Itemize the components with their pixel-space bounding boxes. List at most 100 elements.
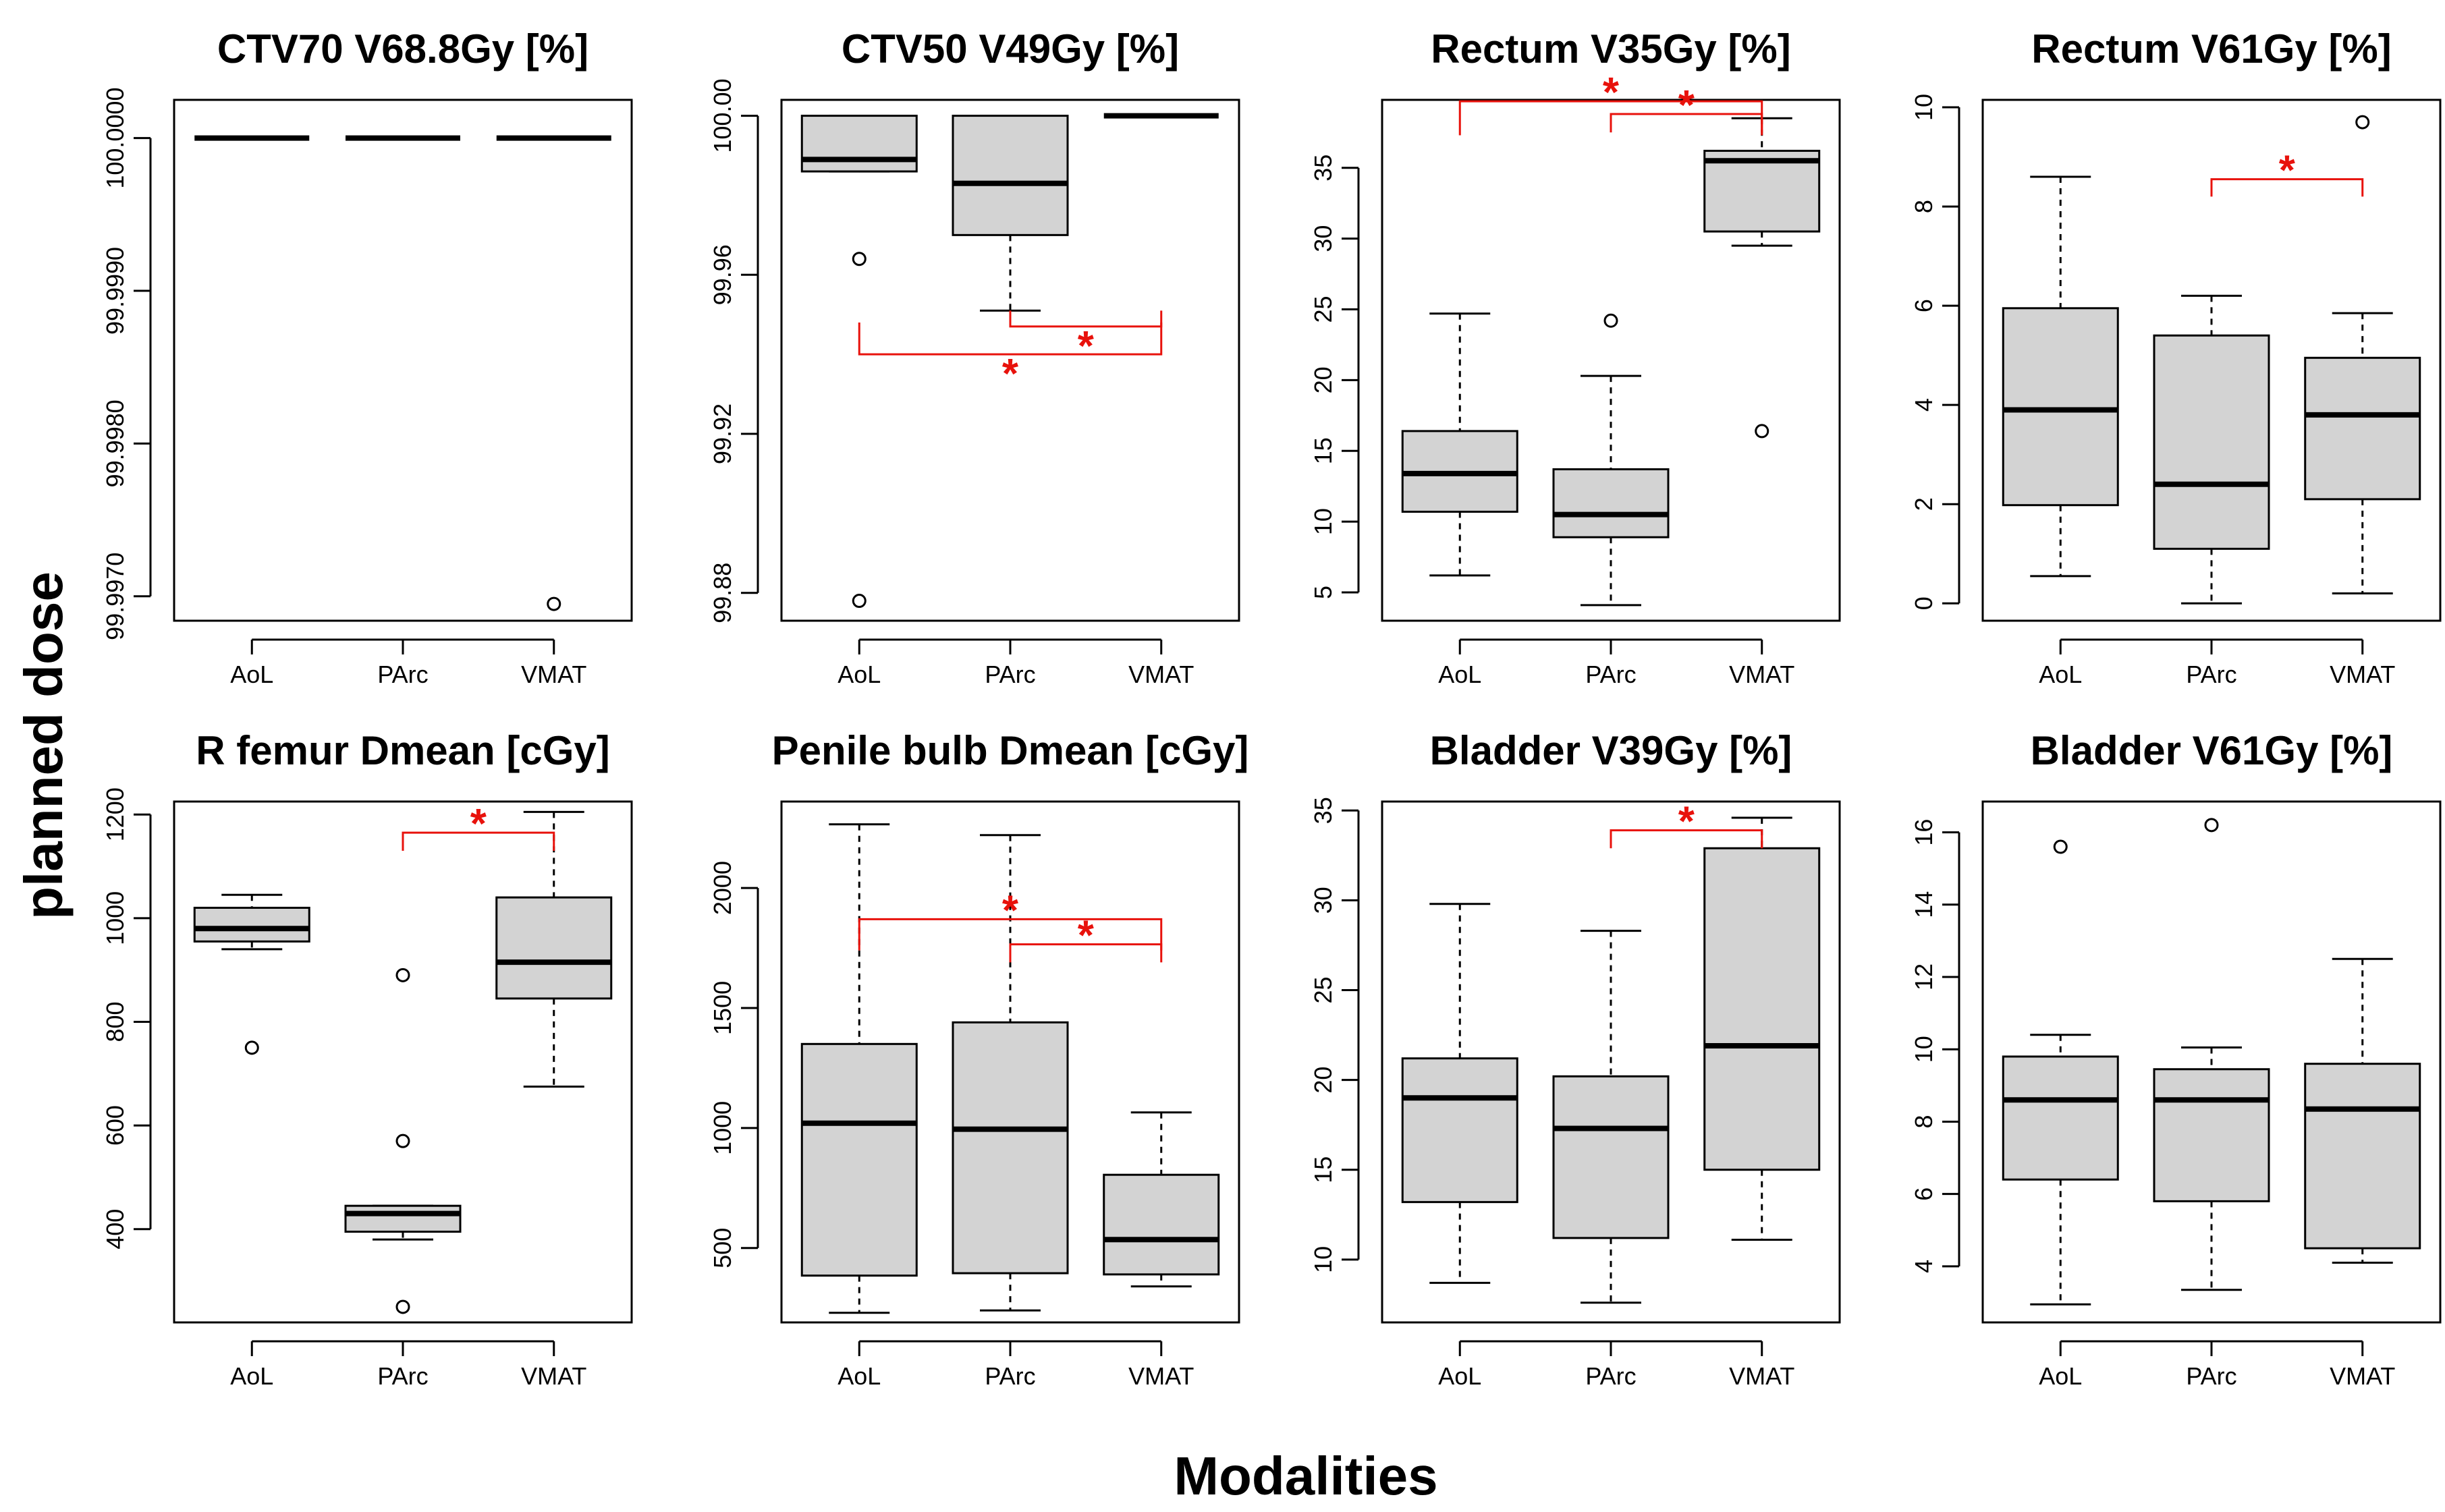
panel-title: Rectum V61Gy [%]: [2031, 26, 2392, 72]
y-tick-label: 10: [1910, 94, 1938, 121]
iqr-box: [344, 1204, 462, 1233]
outlier-point: [852, 252, 867, 267]
plot-frame: [173, 800, 633, 1324]
y-tick-label: 6: [1910, 1187, 1938, 1201]
y-tick-label: 35: [1309, 155, 1337, 181]
box-AoL: [800, 823, 918, 1314]
significance-bracket: [1009, 310, 1163, 328]
box-PArc: [2153, 294, 2270, 605]
plot-frame: [780, 800, 1240, 1324]
y-tick-label: 99.9980: [101, 399, 129, 487]
box-VMAT: [1703, 816, 1821, 1241]
chart-panel-2: CTV50 V49Gy [%] 99.88 99.92 99.96 100.00 AoL P…: [709, 26, 1240, 688]
y-tick-label: 99.96: [709, 244, 736, 305]
panel-title: CTV70 V68.8Gy [%]: [217, 26, 588, 72]
y-tick-label: 10: [1309, 1246, 1337, 1273]
y-tick-label: 99.88: [709, 563, 736, 623]
iqr-box: [952, 115, 1069, 236]
x-tick-label: VMAT: [521, 661, 586, 688]
iqr-box: [2153, 1068, 2270, 1202]
chart-panel-7: Bladder V39Gy [%] 10 15 20 25 30 35 AoL PArc VMAT…: [1309, 728, 1841, 1390]
significance-bracket: [1610, 829, 1763, 849]
y-tick-label: 14: [1910, 891, 1938, 918]
box-AoL: [1401, 312, 1518, 577]
y-tick-label: 35: [1309, 797, 1337, 824]
outlier-point: [1755, 424, 1769, 439]
significance-star: *: [1078, 913, 1095, 959]
significance-bracket: [2210, 178, 2364, 197]
iqr-box: [1552, 1075, 1670, 1239]
iqr-box: [2002, 307, 2119, 507]
y-tick-label: 100.0000: [101, 88, 129, 189]
x-tick-label: VMAT: [1729, 661, 1794, 688]
y-tick-label: 25: [1309, 976, 1337, 1003]
y-tick-label: 10: [1910, 1036, 1938, 1063]
y-tick-label: 15: [1309, 437, 1337, 464]
y-tick-label: 20: [1309, 1067, 1337, 1094]
y-tick-label: 15: [1309, 1156, 1337, 1183]
box-PArc: [952, 834, 1069, 1312]
outlier-point: [852, 594, 867, 609]
significance-bracket: [402, 831, 555, 851]
x-tick-label: VMAT: [1128, 1362, 1194, 1390]
panel-title: Rectum V35Gy [%]: [1431, 26, 1791, 72]
box-PArc: [1552, 313, 1670, 607]
iqr-box: [495, 896, 613, 1000]
box-AoL: [2002, 175, 2119, 578]
x-tick-label: AoL: [230, 661, 273, 688]
chart-panel-3: Rectum V35Gy [%] 5 10 15 20 25 30 35 AoL PArc VMAT…: [1309, 26, 1841, 688]
x-tick-label: PArc: [1585, 661, 1636, 688]
box-AoL: [1401, 903, 1518, 1284]
x-tick-label: VMAT: [1729, 1362, 1794, 1390]
box-PArc: [344, 968, 462, 1314]
y-tick-label: 1200: [101, 787, 129, 841]
outlier-point: [2355, 115, 2370, 130]
plot-frame: [1981, 99, 2442, 622]
figure-x-label: Modalities: [1174, 1446, 1437, 1506]
x-tick-label: AoL: [2039, 661, 2082, 688]
x-tick-label: PArc: [377, 661, 428, 688]
figure-y-label: planned dose: [13, 571, 74, 920]
box-AoL: [193, 893, 310, 1055]
y-tick-label: 500: [709, 1228, 736, 1268]
box-PArc: [2153, 818, 2270, 1291]
box-VMAT: [1703, 117, 1821, 439]
y-tick-label: 99.9990: [101, 247, 129, 335]
panel-title: Bladder V39Gy [%]: [1430, 728, 1792, 773]
y-tick-label: 16: [1910, 819, 1938, 846]
iqr-box: [2304, 356, 2421, 501]
x-tick-label: PArc: [377, 1362, 428, 1390]
y-tick-label: 600: [101, 1105, 129, 1146]
chart-panel-5: R femur Dmean [cGy] 400 600 800 1000 1200 AoL P…: [101, 728, 633, 1390]
iqr-box: [2304, 1063, 2421, 1250]
y-tick-label: 30: [1309, 225, 1337, 252]
significance-bracket: [1009, 943, 1163, 963]
iqr-box: [800, 1042, 918, 1277]
x-tick-label: AoL: [1438, 1362, 1481, 1390]
x-tick-label: AoL: [230, 1362, 273, 1390]
outlier-point: [2204, 818, 2219, 833]
iqr-box: [1552, 468, 1670, 538]
significance-star: *: [1002, 887, 1019, 934]
x-tick-label: VMAT: [2330, 661, 2395, 688]
box-VMAT: [2304, 115, 2421, 595]
plot-frame: [1381, 800, 1841, 1324]
chart-panel-8: Bladder V61Gy [%] 4 6 8 10 12 14 16 AoL PArc VMAT: [1910, 728, 2442, 1390]
y-tick-label: 6: [1910, 299, 1938, 312]
chart-panel-6: Penile bulb Dmean [cGy] 500 1000 1500 2000 Ao…: [709, 728, 1248, 1390]
y-tick-label: 10: [1309, 508, 1337, 535]
x-tick-label: PArc: [985, 1362, 1035, 1390]
y-tick-label: 4: [1910, 398, 1938, 412]
y-tick-label: 1000: [709, 1101, 736, 1155]
box-VMAT: [1103, 1111, 1220, 1288]
box-PArc: [1552, 930, 1670, 1304]
plot-frame: [1981, 800, 2442, 1324]
significance-star: *: [470, 801, 487, 847]
x-tick-label: PArc: [985, 661, 1035, 688]
box-AoL: [2002, 839, 2119, 1306]
iqr-box: [1401, 1057, 1518, 1204]
y-tick-label: 4: [1910, 1260, 1938, 1273]
y-tick-label: 400: [101, 1209, 129, 1250]
outlier-point: [395, 1133, 410, 1148]
